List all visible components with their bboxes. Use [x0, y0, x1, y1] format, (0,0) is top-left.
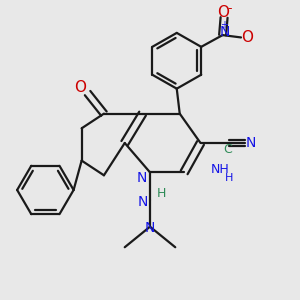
Text: N: N: [145, 221, 155, 235]
Text: NH: NH: [210, 163, 229, 176]
Text: O: O: [218, 5, 230, 20]
Text: N: N: [137, 171, 148, 184]
Text: C: C: [223, 143, 232, 156]
Text: H: H: [157, 187, 167, 200]
Text: H: H: [225, 172, 233, 183]
Text: -: -: [228, 2, 232, 15]
Text: N: N: [246, 136, 256, 150]
Text: N: N: [220, 25, 230, 39]
Text: O: O: [74, 80, 86, 95]
Text: O: O: [242, 30, 254, 45]
Text: +: +: [220, 20, 228, 30]
Text: N: N: [138, 195, 148, 209]
